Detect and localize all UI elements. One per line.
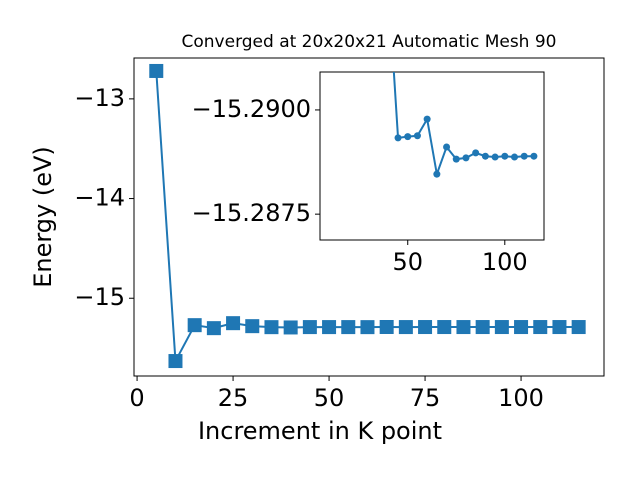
- marker: [360, 320, 375, 335]
- marker: [168, 354, 183, 369]
- marker: [452, 155, 460, 163]
- marker: [423, 115, 431, 123]
- marker: [520, 152, 528, 160]
- marker: [187, 318, 202, 333]
- marker: [443, 143, 451, 151]
- marker: [533, 320, 548, 335]
- x-axis-label: Increment in K point: [198, 417, 442, 445]
- marker: [283, 320, 298, 335]
- marker: [530, 152, 538, 160]
- marker: [413, 132, 421, 140]
- marker: [341, 320, 356, 335]
- y-tick-label: −13: [74, 84, 125, 112]
- y-axis-label: Energy (eV): [29, 146, 57, 288]
- x-tick-label: 75: [410, 384, 441, 412]
- marker: [394, 134, 402, 142]
- y-tick-label: −14: [74, 184, 125, 212]
- marker: [264, 320, 279, 335]
- y-tick-label: −15.2875: [192, 199, 311, 227]
- x-tick-label: 50: [314, 384, 345, 412]
- marker: [501, 152, 509, 160]
- x-tick-label: 100: [482, 248, 528, 276]
- x-tick-label: 0: [129, 384, 144, 412]
- marker: [433, 170, 441, 178]
- series: [149, 63, 586, 369]
- marker: [456, 320, 471, 335]
- marker: [437, 320, 452, 335]
- marker: [418, 320, 433, 335]
- marker: [398, 320, 413, 335]
- series: [392, 72, 538, 179]
- marker: [491, 153, 499, 161]
- plot-area: [319, 71, 545, 241]
- marker: [379, 320, 394, 335]
- marker: [552, 320, 567, 335]
- marker: [245, 319, 260, 334]
- marker: [322, 320, 337, 335]
- x-tick-label: 50: [392, 248, 423, 276]
- y-tick-label: −15.2900: [192, 95, 311, 123]
- marker: [571, 320, 586, 335]
- marker: [475, 320, 490, 335]
- line: [392, 72, 534, 179]
- marker: [462, 154, 470, 162]
- marker: [404, 133, 412, 141]
- marker: [510, 153, 518, 161]
- marker: [302, 320, 317, 335]
- marker: [472, 149, 480, 157]
- marker: [514, 320, 529, 335]
- marker: [481, 152, 489, 160]
- x-tick-label: 100: [498, 384, 544, 412]
- marker: [206, 321, 221, 336]
- x-tick-label: 25: [218, 384, 249, 412]
- marker: [149, 63, 164, 78]
- marker: [494, 320, 509, 335]
- y-tick-label: −15: [74, 283, 125, 311]
- plot-area: [133, 57, 605, 377]
- marker: [226, 316, 241, 331]
- chart-title: Converged at 20x20x21 Automatic Mesh 90: [182, 32, 557, 52]
